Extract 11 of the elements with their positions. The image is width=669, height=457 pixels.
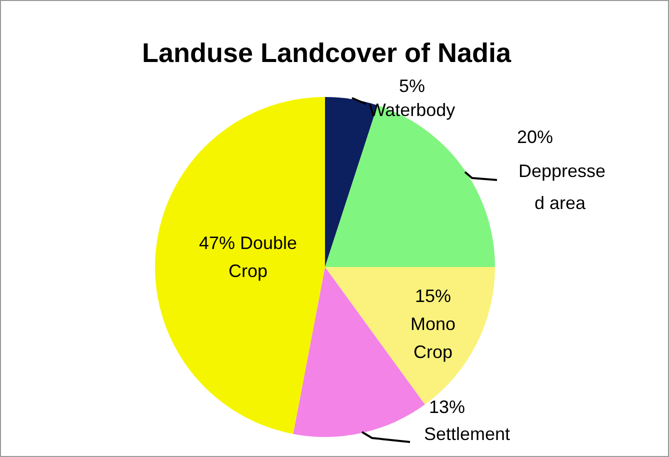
pie-slice [155, 97, 325, 434]
chart-title: Landuse Landcover of Nadia [142, 38, 512, 68]
data-label: 13% [428, 397, 466, 417]
slice-label: Settlement [424, 424, 510, 444]
slice-label: Mono Crop [410, 314, 456, 362]
data-label: 15% [414, 286, 452, 306]
data-label: 5% [398, 76, 426, 96]
slice-label: 47% Double Crop [198, 233, 298, 281]
pie-slice [325, 105, 495, 267]
slice-label: Deppressed area [518, 161, 606, 213]
data-label: 20% [516, 127, 554, 147]
